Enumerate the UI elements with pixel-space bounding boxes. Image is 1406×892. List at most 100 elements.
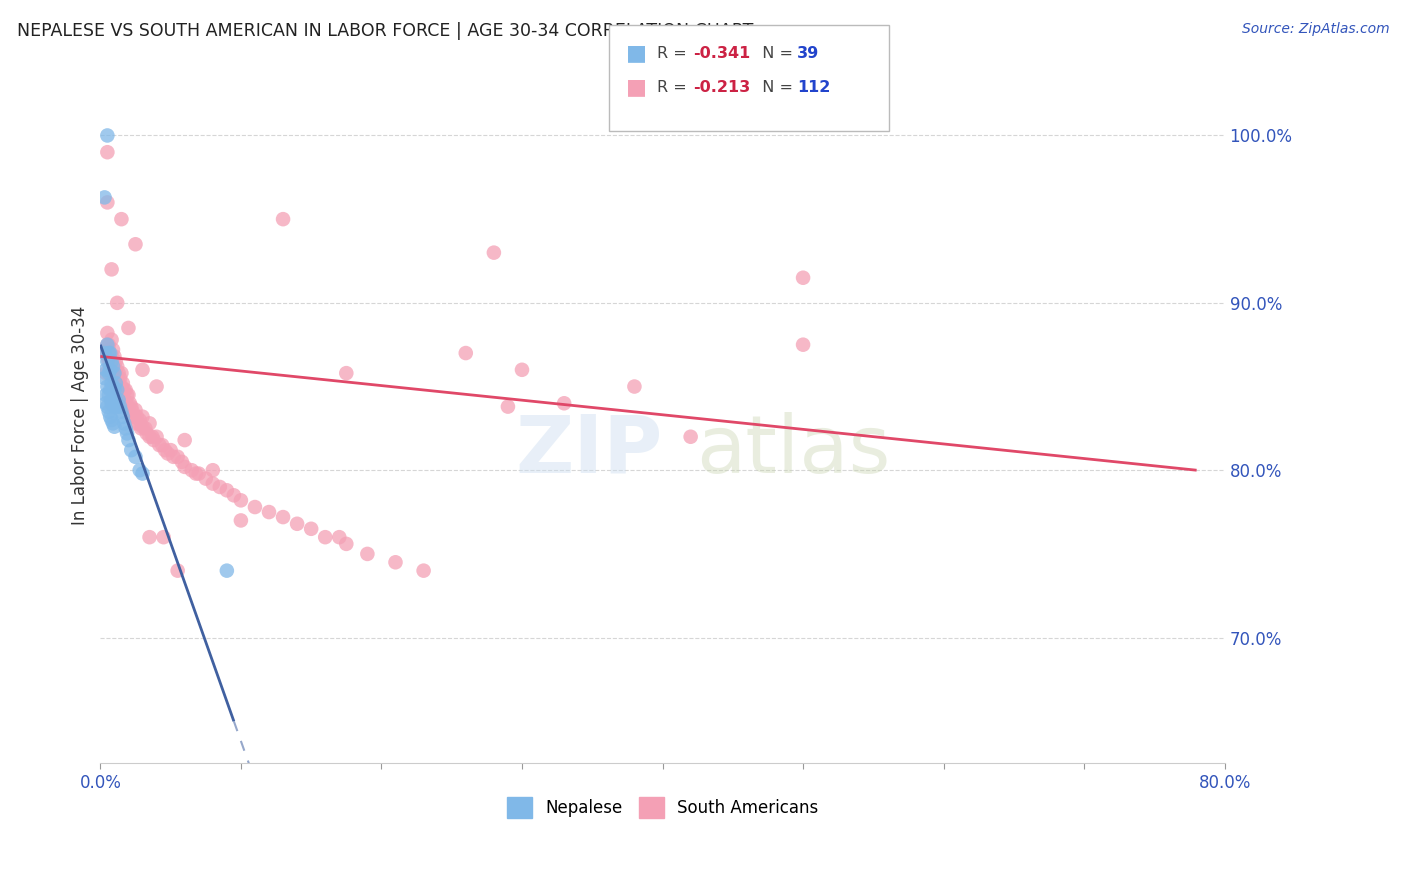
Text: atlas: atlas (696, 411, 890, 490)
Point (101, 359, 124, 374)
Point (94, 388, 117, 402)
Point (166, 450, 188, 464)
Point (94, 396, 117, 410)
Point (107, 392, 129, 407)
Point (104, 376, 127, 391)
Point (97, 343, 120, 357)
Point (98, 359, 121, 374)
Point (120, 443, 142, 458)
Point (100, 350, 122, 364)
Point (100, 413, 122, 427)
Point (110, 388, 132, 402)
Point (510, 363, 533, 377)
Point (120, 409, 142, 424)
Point (104, 392, 127, 407)
Text: ZIP: ZIP (515, 411, 662, 490)
Point (257, 505, 280, 519)
Point (96, 350, 118, 364)
Point (108, 383, 131, 397)
Point (111, 409, 134, 424)
Point (100, 376, 122, 391)
Point (128, 413, 150, 427)
Point (97, 337, 120, 351)
Text: 112: 112 (797, 80, 831, 95)
Point (122, 409, 145, 424)
Point (142, 433, 165, 447)
Point (271, 212, 294, 227)
Point (96, 337, 118, 351)
Point (124, 417, 146, 431)
Point (117, 400, 139, 414)
Point (100, 363, 122, 377)
Point (112, 383, 135, 397)
Point (128, 463, 150, 477)
Point (104, 379, 127, 393)
Point (115, 426, 138, 441)
Text: 39: 39 (797, 46, 820, 61)
Point (104, 366, 127, 380)
Point (111, 376, 134, 391)
Text: N =: N = (752, 80, 799, 95)
Point (94, 346, 117, 360)
Point (97, 366, 120, 380)
Point (166, 564, 188, 578)
Point (124, 237, 146, 252)
Point (138, 430, 160, 444)
Point (101, 343, 124, 357)
Point (104, 354, 127, 368)
Point (173, 459, 195, 474)
Point (94, 366, 117, 380)
Point (96, 195, 118, 210)
Point (170, 455, 193, 469)
Y-axis label: In Labor Force | Age 30-34: In Labor Force | Age 30-34 (72, 306, 89, 525)
Point (103, 419, 125, 434)
Point (145, 379, 167, 393)
Point (115, 388, 138, 402)
Point (553, 396, 575, 410)
Point (215, 564, 238, 578)
Point (222, 488, 245, 502)
Point (299, 522, 322, 536)
Point (184, 467, 207, 481)
Point (96, 379, 118, 393)
Point (93, 371, 115, 385)
Point (496, 400, 519, 414)
Point (208, 480, 231, 494)
Text: -0.341: -0.341 (693, 46, 751, 61)
Point (97, 346, 120, 360)
Point (105, 369, 128, 384)
Point (93, 190, 115, 204)
Point (101, 369, 124, 384)
Point (215, 483, 238, 498)
Point (107, 366, 129, 380)
Point (194, 472, 217, 486)
Point (150, 438, 173, 452)
Point (98, 346, 121, 360)
Point (105, 296, 128, 310)
Point (110, 404, 132, 418)
Point (98, 409, 121, 424)
Point (100, 333, 122, 347)
Point (187, 467, 209, 481)
Point (792, 337, 814, 351)
Point (148, 438, 170, 452)
Point (138, 417, 160, 431)
Point (482, 245, 505, 260)
Point (125, 409, 148, 424)
Point (271, 510, 294, 524)
Point (96, 128, 118, 143)
Point (110, 366, 132, 380)
Point (100, 396, 122, 410)
Point (121, 404, 143, 418)
Point (243, 500, 266, 514)
Point (117, 388, 139, 402)
Point (117, 433, 139, 447)
Text: ■: ■ (626, 78, 647, 97)
Point (101, 417, 124, 431)
Point (335, 537, 357, 551)
Point (96, 400, 118, 414)
Text: R =: R = (657, 46, 692, 61)
Point (96, 354, 118, 368)
Point (112, 417, 135, 431)
Point (412, 564, 434, 578)
